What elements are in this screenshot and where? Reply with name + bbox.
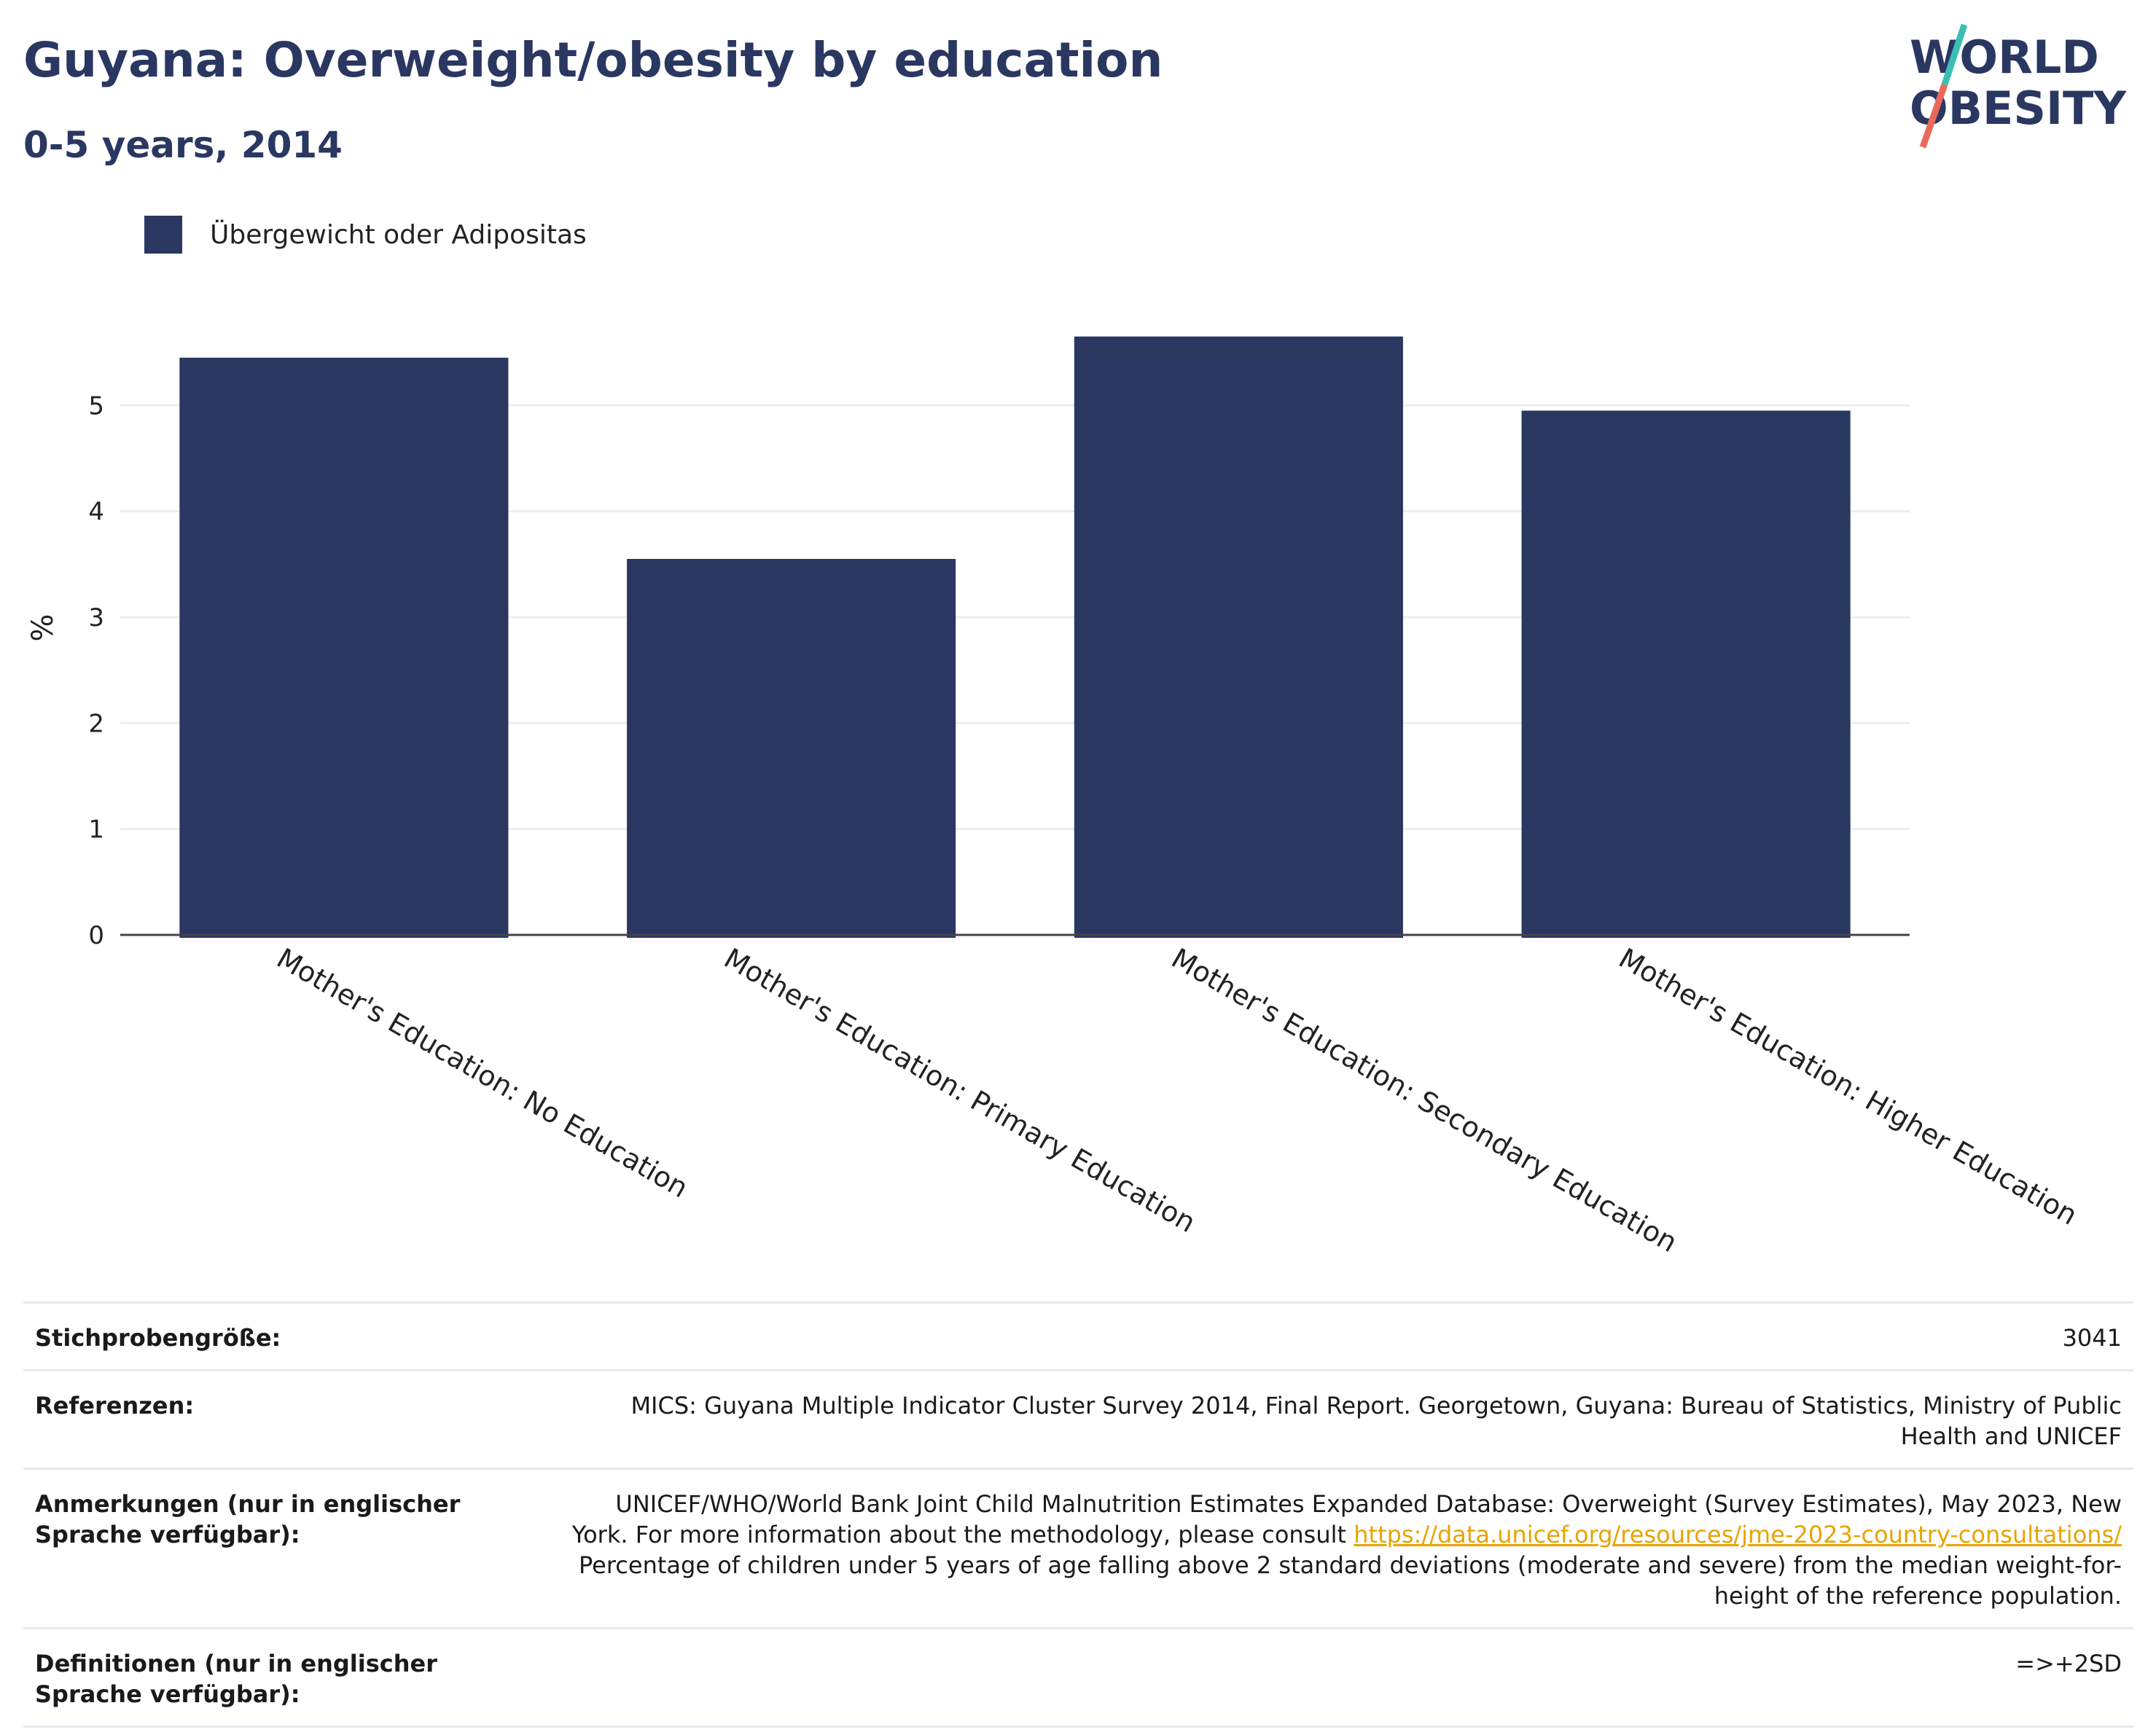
y-tick-label: 2 [88,709,104,738]
sample-value: 3041 [2062,1324,2122,1352]
sample-label: Stichprobengröße: [35,1324,281,1352]
chart-legend: Übergewicht oder Adipositas [144,216,587,254]
legend-label: Übergewicht oder Adipositas [210,219,587,250]
footer-row-references: Referenzen: MICS: Guyana Multiple Indica… [23,1369,2133,1468]
bar-3 [1521,410,1851,938]
footer-row-notes: Anmerkungen (nur in englischer Sprache v… [23,1468,2133,1627]
logo-line1: WORLD [1910,31,2099,84]
footer-row-definitions: Definitionen (nur in englischer Sprache … [23,1627,2133,1728]
notes-value: UNICEF/WHO/World Bank Joint Child Malnut… [562,1489,2122,1611]
y-tick-label: 3 [88,603,104,632]
y-tick-label: 1 [88,815,104,845]
references-value: MICS: Guyana Multiple Indicator Cluster … [630,1392,2122,1450]
x-tick-label: Mother's Education: Primary Education [719,942,1201,1239]
legend-swatch [144,216,182,254]
notes-label: Anmerkungen (nur in englischer Sprache v… [35,1490,461,1548]
references-label: Referenzen: [35,1392,195,1419]
footer-row-sample: Stichprobengröße: 3041 [23,1301,2133,1369]
logo-slash-coral [1919,83,1948,149]
x-tick-label: Mother's Education: Higher Education [1614,942,2083,1231]
bar-2 [1074,336,1403,938]
x-tick-label: Mother's Education: Secondary Education [1166,942,1683,1259]
footer-table: Stichprobengröße: 3041 Referenzen: MICS:… [23,1301,2133,1728]
bar-0 [179,357,509,938]
definitions-label: Definitionen (nur in englischer Sprache … [35,1650,437,1708]
y-tick-label: 5 [88,391,104,420]
methodology-link[interactable]: https://data.unicef.org/resources/jme-20… [1354,1521,2122,1548]
x-tick-label: Mother's Education: No Education [271,942,693,1205]
notes-text-after: Percentage of children under 5 years of … [579,1551,2122,1610]
notes-text: UNICEF/WHO/World Bank Joint Child Malnut… [571,1490,2122,1548]
world-obesity-logo: WORLD OBESITY [1910,23,2127,149]
page-title: Guyana: Overweight/obesity by education [23,32,1163,88]
y-tick-label: 0 [88,921,104,950]
logo-slash-teal [1941,23,1968,86]
y-tick-label: 4 [88,498,104,527]
definitions-value: =>+2SD [2015,1650,2122,1677]
bar-1 [627,559,956,938]
page-subtitle: 0-5 years, 2014 [23,124,343,166]
y-axis-label: % [26,614,60,641]
